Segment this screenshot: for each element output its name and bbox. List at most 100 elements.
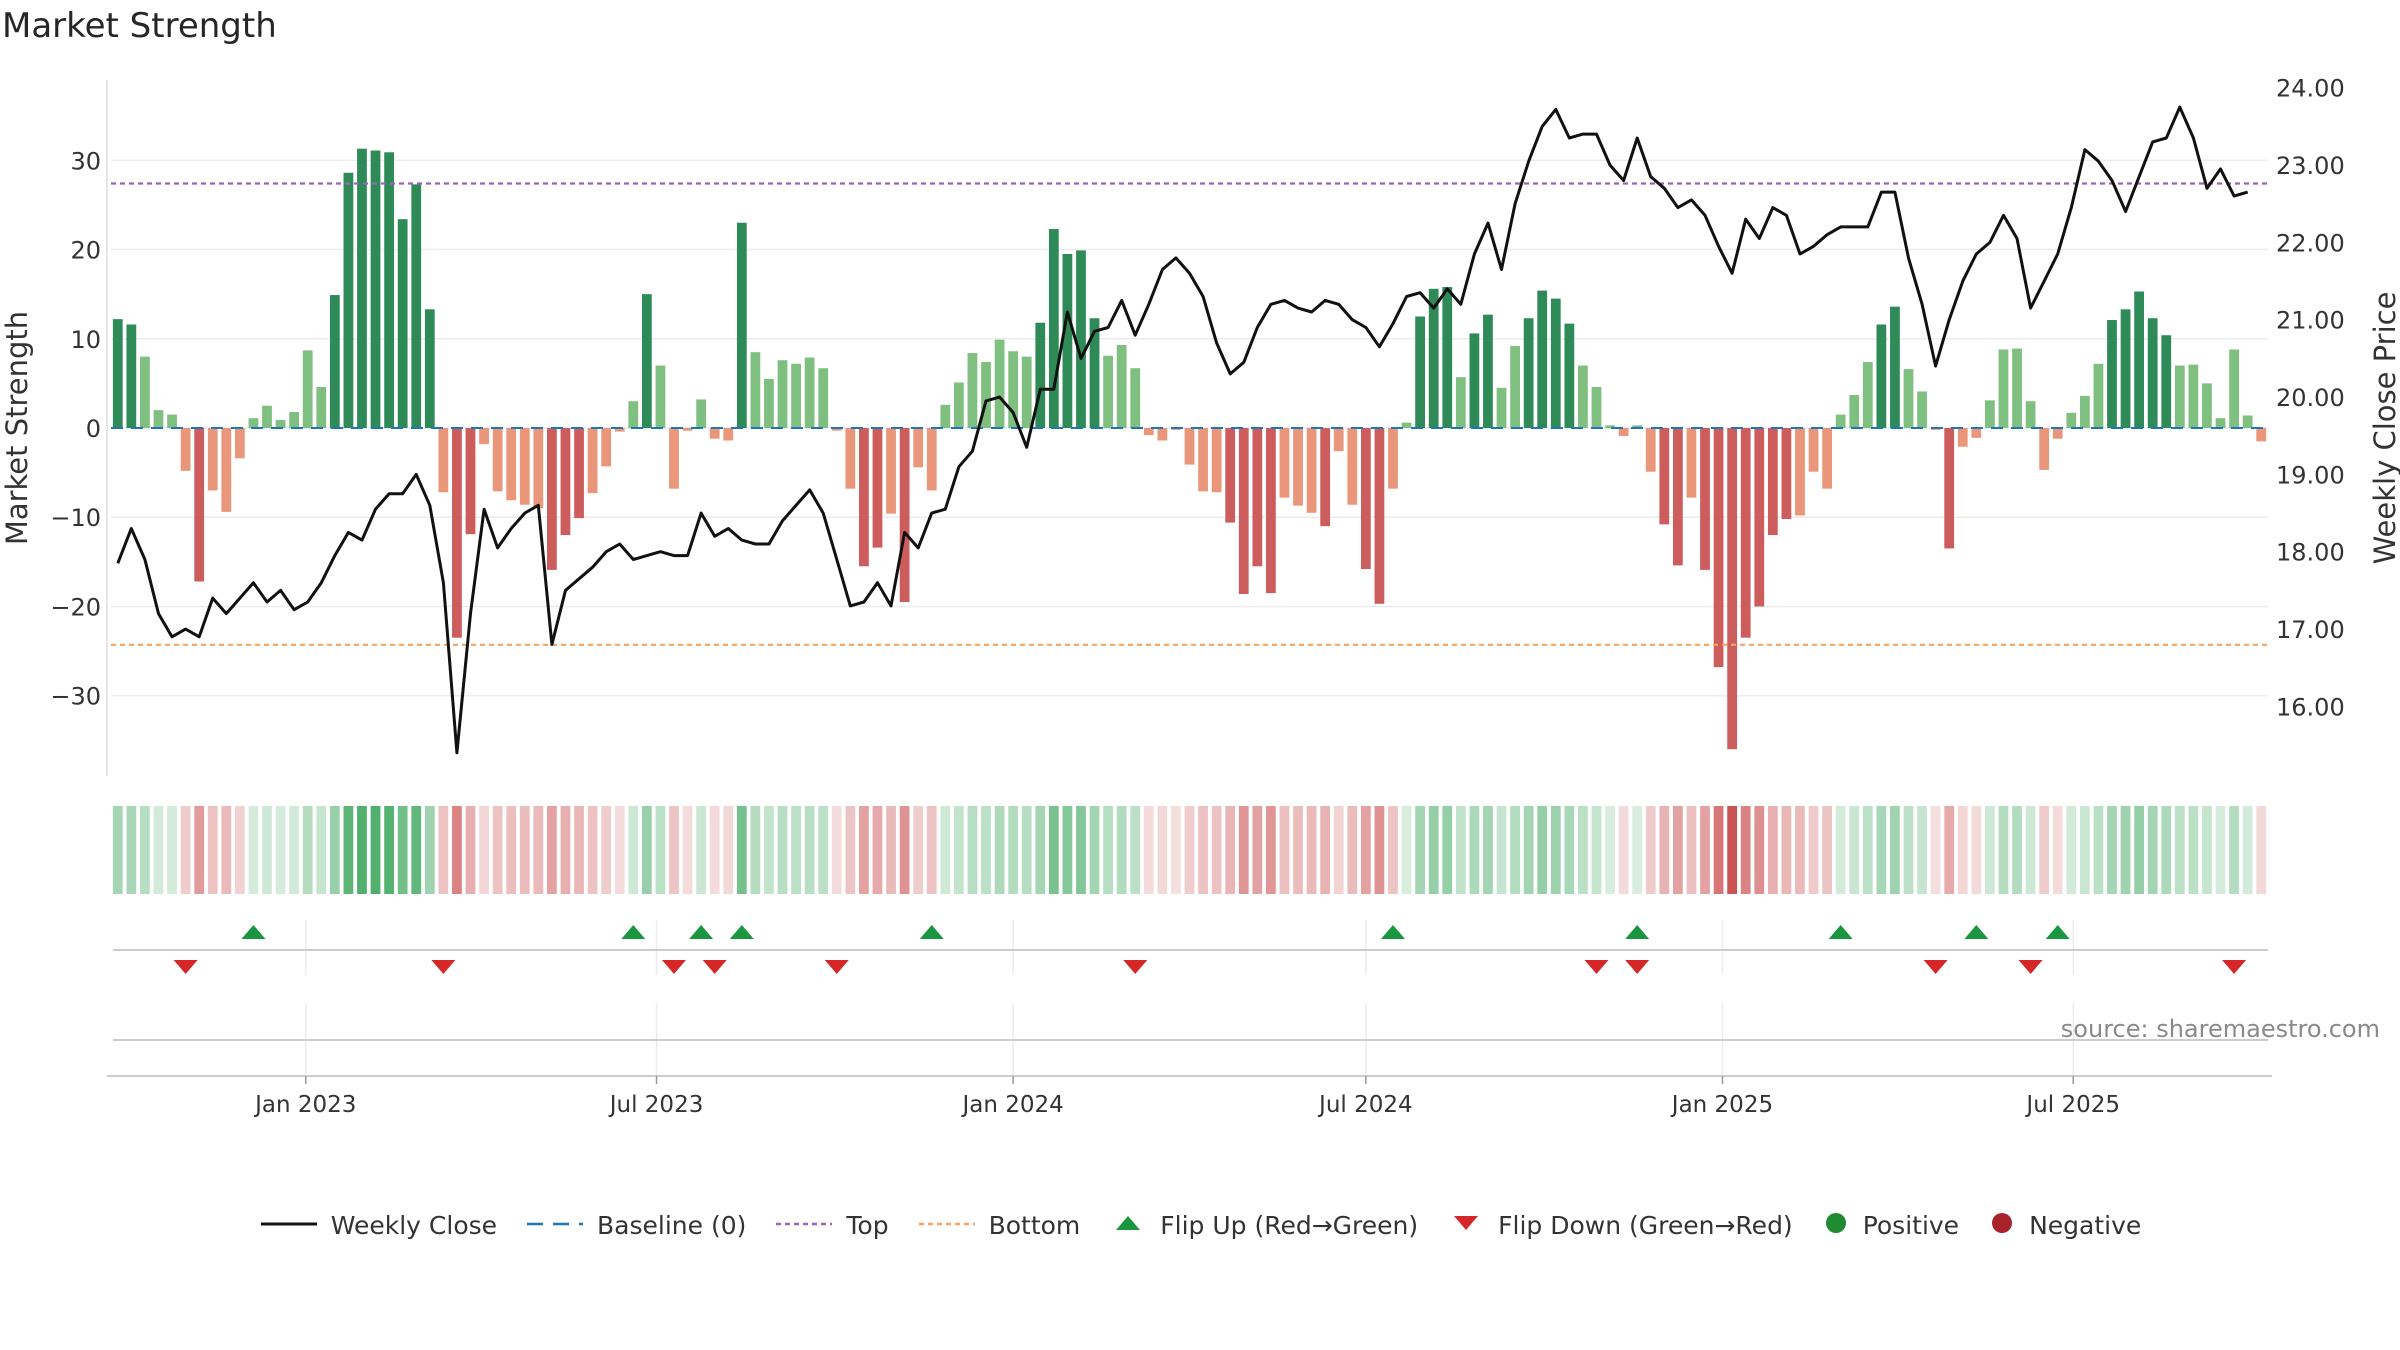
strength-bar [886, 428, 896, 514]
strength-bar [1835, 414, 1846, 428]
heat-cell [2147, 806, 2158, 894]
heat-cell [167, 806, 177, 894]
heat-cell [1116, 806, 1127, 894]
strength-bar [2066, 412, 2077, 428]
weekly-close-line [116, 105, 2249, 755]
legend-item: Baseline (0) [525, 1211, 746, 1240]
heat-cell [1062, 806, 1073, 894]
strength-bar [723, 428, 734, 441]
strength-bar [438, 428, 449, 493]
strength-bar [859, 428, 869, 567]
flip-up-marker [1380, 925, 1405, 939]
strength-bar [1198, 428, 1208, 492]
flip-down-marker [824, 960, 849, 974]
strength-bar [1116, 345, 1127, 428]
heat-cell [1700, 806, 1710, 894]
heat-cell [1021, 806, 1032, 894]
strength-bar [2147, 318, 2158, 428]
strength-bar [1795, 428, 1805, 516]
heat-cell [1754, 806, 1765, 894]
strength-bar [1917, 391, 1927, 428]
strength-bar [1985, 400, 1995, 428]
strength-bar [1415, 316, 1426, 428]
heat-cell [574, 806, 584, 894]
strength-bar [1890, 306, 1900, 428]
heat-cell [1293, 806, 1303, 894]
strength-bar [2012, 348, 2022, 428]
legend-item: Flip Down (Green→Red) [1446, 1211, 1793, 1240]
flip-down-marker [2018, 960, 2043, 974]
heat-cell [2174, 806, 2185, 894]
strength-bar [1767, 428, 1778, 536]
heat-cell [248, 806, 259, 894]
x-tick-label: Jan 2023 [253, 1092, 356, 1118]
strength-bar [1822, 428, 1832, 489]
heat-cell [1971, 806, 1982, 894]
strength-bar [140, 356, 150, 428]
y-right-axis-title: Weekly Close Price [2368, 292, 2400, 565]
heat-cell [818, 806, 829, 894]
heat-cell [275, 806, 286, 894]
strength-bar [899, 428, 910, 602]
strength-bar [1483, 314, 1493, 428]
strength-bar [2256, 428, 2267, 442]
heat-cell [479, 806, 489, 894]
strength-bar [112, 319, 123, 428]
strength-bar [1971, 428, 1982, 438]
heat-cell [1618, 806, 1629, 894]
heat-cell [1944, 806, 1955, 894]
heat-cell [709, 806, 720, 894]
heat-cell [2052, 806, 2063, 894]
strength-bar [940, 404, 951, 428]
x-tick-label: Jan 2024 [960, 1092, 1063, 1118]
strength-bar [1686, 428, 1697, 498]
heat-cell [2256, 806, 2267, 894]
legend-symbol-icon [525, 1211, 585, 1240]
x-tick-label: Jul 2024 [1317, 1092, 1413, 1118]
grid-lines [111, 159, 2268, 1075]
page-title: Market Strength [2, 6, 277, 46]
heat-cell [492, 806, 503, 894]
heat-cell [1225, 806, 1236, 894]
heat-cell [1985, 806, 1995, 894]
legend-item: Flip Up (Red→Green) [1108, 1211, 1418, 1240]
strength-bar [1225, 428, 1236, 523]
strength-bar [1672, 428, 1683, 566]
strength-bar [669, 428, 679, 489]
strength-bar [194, 428, 205, 582]
heat-cell [1035, 806, 1046, 894]
strength-bar [1089, 318, 1100, 428]
strength-bar [370, 150, 381, 428]
strength-bar [2120, 309, 2131, 428]
legend-label: Top [846, 1210, 889, 1240]
strength-bar [1998, 349, 2009, 428]
strength-bar [1537, 290, 1548, 428]
y-right-tick-label: 23.00 [2276, 152, 2345, 180]
strength-bar [2229, 349, 2239, 428]
strength-bar [2025, 401, 2036, 428]
flip-down-marker [173, 960, 198, 974]
strength-bar [2107, 320, 2117, 428]
strength-bar [1957, 428, 1968, 447]
heat-cell [1659, 806, 1670, 894]
heat-cell [2134, 806, 2145, 894]
strength-bar [1713, 428, 1724, 668]
heat-cell [1903, 806, 1914, 894]
legend-symbol-icon [259, 1211, 319, 1240]
heat-cell [601, 806, 612, 894]
heat-cell [1605, 806, 1615, 894]
heat-cell [899, 806, 910, 894]
strength-bar [2161, 335, 2172, 428]
strength-bar [1130, 368, 1141, 428]
legend-item: Negative [1987, 1211, 2141, 1240]
flip-markers [173, 925, 2247, 974]
strength-bar [1143, 428, 1154, 436]
heat-cell [2215, 806, 2226, 894]
heat-cell [777, 806, 788, 894]
strength-bar [736, 222, 747, 428]
flip-down-marker [702, 960, 727, 974]
legend-symbol-icon [1821, 1211, 1851, 1240]
heat-cell [1740, 806, 1751, 894]
heat-cell [1496, 806, 1507, 894]
heat-cell [1713, 806, 1724, 894]
